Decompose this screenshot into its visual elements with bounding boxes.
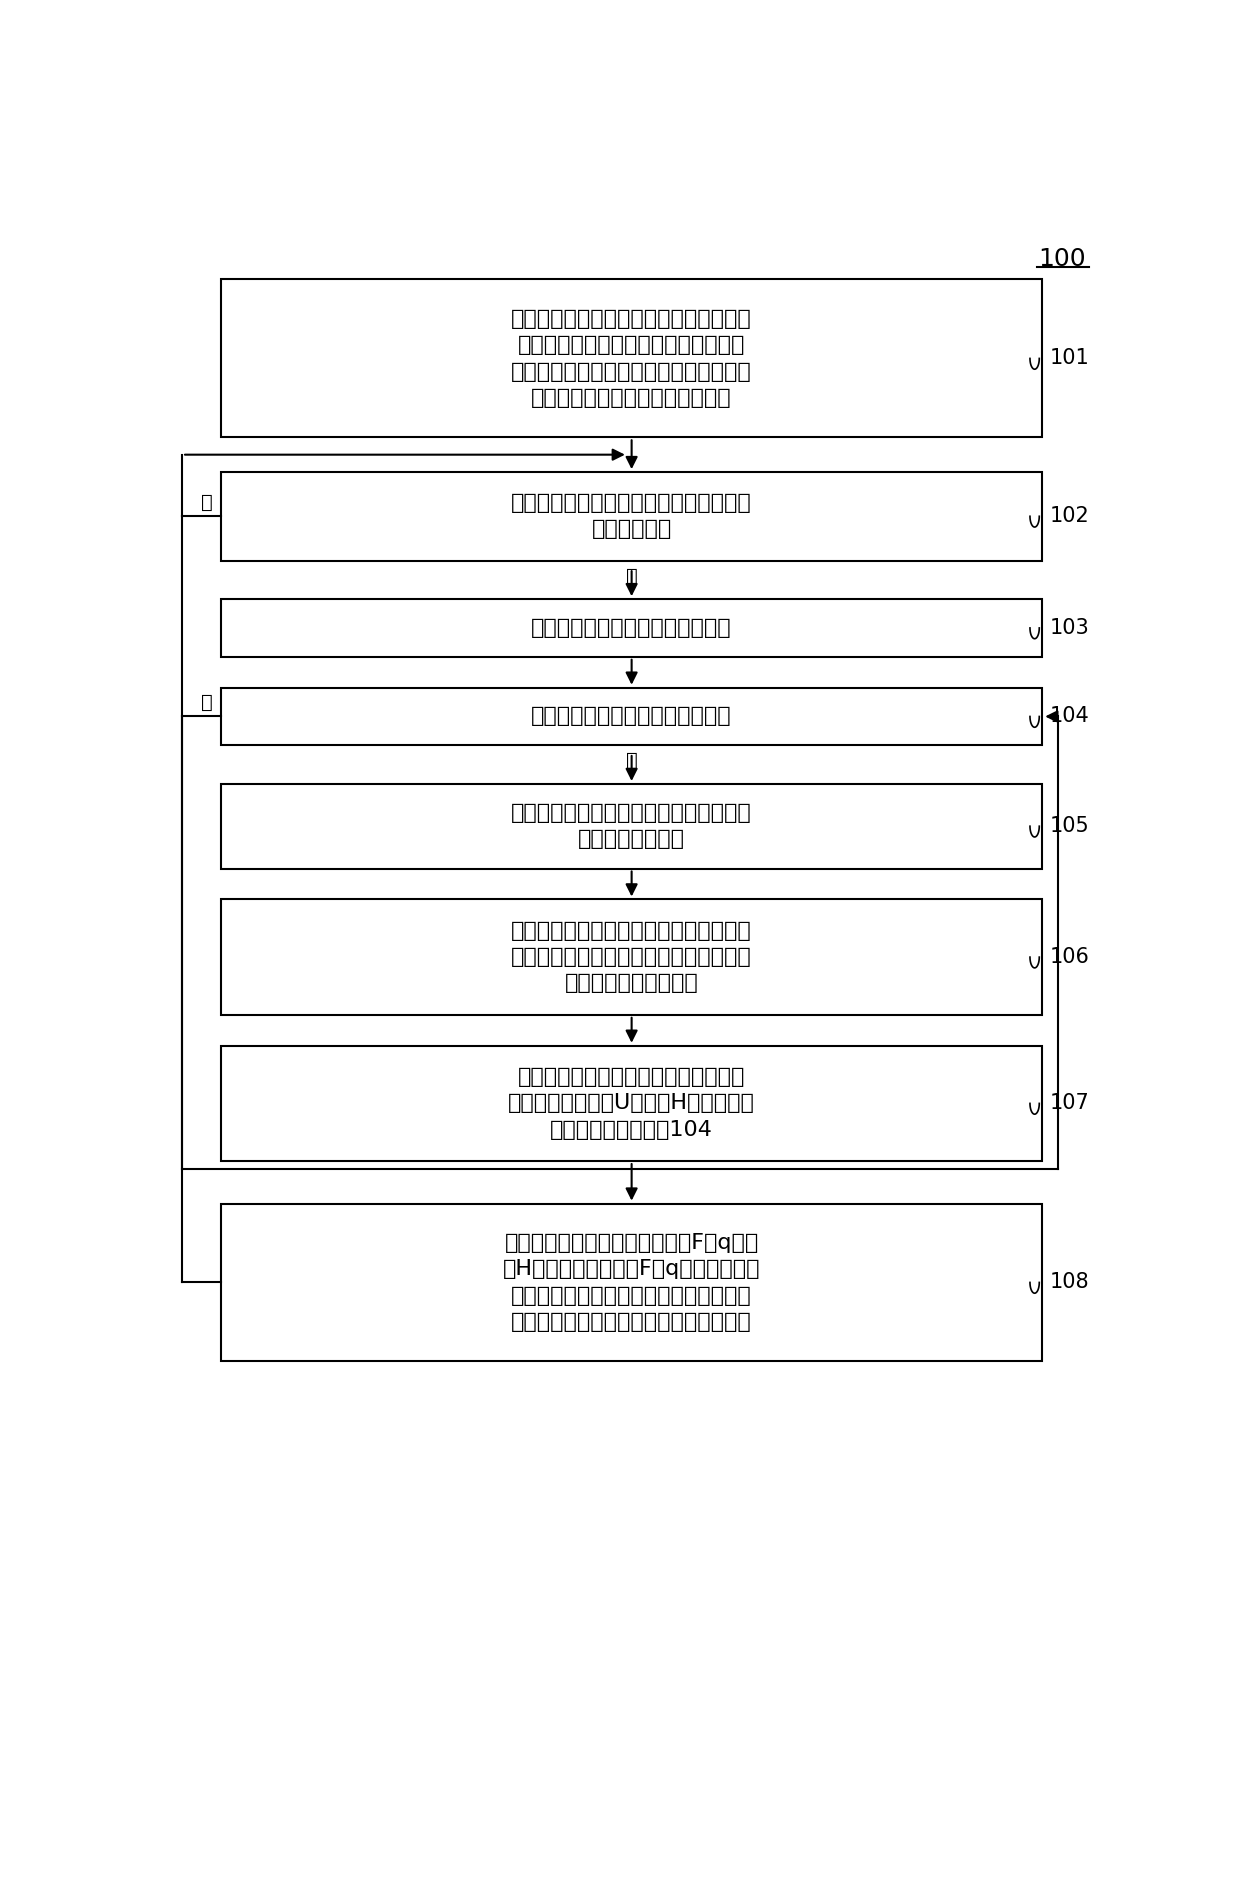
Text: 否: 否 [201, 694, 213, 713]
Bar [221, 472, 1043, 560]
Text: 判断循环变量是否小于总循环次数: 判断循环变量是否小于总循环次数 [531, 707, 732, 726]
Text: 106: 106 [1050, 948, 1090, 966]
Bar [221, 688, 1043, 744]
Text: 103: 103 [1050, 619, 1090, 637]
Bar [221, 280, 1043, 438]
Bar [221, 1045, 1043, 1162]
Text: 更新迭代次数，判断当前迭代次数是否小
于总迭代次数: 更新迭代次数，判断当前迭代次数是否小 于总迭代次数 [511, 493, 751, 540]
Bar [221, 600, 1043, 656]
Text: 105: 105 [1050, 816, 1090, 837]
Text: 计算权矢量更新步长，更新当前权矢量，
使得当前方向图电平矢量等于当前循环下
的期望方向图电平矢量: 计算权矢量更新步长，更新当前权矢量， 使得当前方向图电平矢量等于当前循环下 的期… [511, 921, 751, 993]
Bar [221, 1203, 1043, 1361]
Text: 104: 104 [1050, 707, 1090, 726]
Text: 100: 100 [1039, 246, 1086, 271]
Bar [221, 899, 1043, 1015]
Text: 102: 102 [1050, 506, 1090, 526]
Text: 根据上述参数，计算参数化矩阵F和q，并
由H矩阵、参数化矩阵F和q，计算权矢量
，利用权矢量对相控阵进行加权，得到波
束赋形的方向图电平矢量，实现波束赋形: 根据上述参数，计算参数化矩阵F和q，并 由H矩阵、参数化矩阵F和q，计算权矢量 … [503, 1233, 760, 1333]
Text: 是: 是 [626, 752, 637, 771]
Text: 定义导向矢量矩阵，对其进行奇异值分
解，得到当前循环U矩阵和H矩阵。更新
循环变量，跳至步骤104: 定义导向矢量矩阵，对其进行奇异值分 解，得到当前循环U矩阵和H矩阵。更新 循环变… [508, 1068, 755, 1139]
Text: 设定当前循环需要调节的角度矢量及其期
望方向图电平矢量: 设定当前循环需要调节的角度矢量及其期 望方向图电平矢量 [511, 803, 751, 850]
Text: 初始化循环变量，设定总循环次数: 初始化循环变量，设定总循环次数 [531, 619, 732, 637]
Text: 108: 108 [1050, 1273, 1090, 1292]
Text: 101: 101 [1050, 348, 1090, 368]
Text: 是: 是 [626, 566, 637, 585]
Text: 否: 否 [201, 493, 213, 511]
Bar [221, 784, 1043, 869]
Text: 107: 107 [1050, 1094, 1090, 1113]
Text: 根据实际应用需求确定目标信号角度和期
望方向图电平矢量，设定相控阵导向矢
量、当前权矢量、当前方向图电平矢量，
并设定当前迭代次数、总迭代次数: 根据实际应用需求确定目标信号角度和期 望方向图电平矢量，设定相控阵导向矢 量、当… [511, 308, 751, 408]
